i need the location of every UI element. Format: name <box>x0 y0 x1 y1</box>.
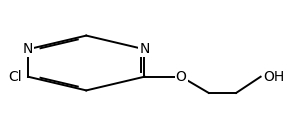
Text: N: N <box>139 42 150 56</box>
Text: Cl: Cl <box>8 70 22 84</box>
Text: N: N <box>23 42 33 56</box>
Text: O: O <box>176 70 187 84</box>
Text: OH: OH <box>264 70 285 84</box>
